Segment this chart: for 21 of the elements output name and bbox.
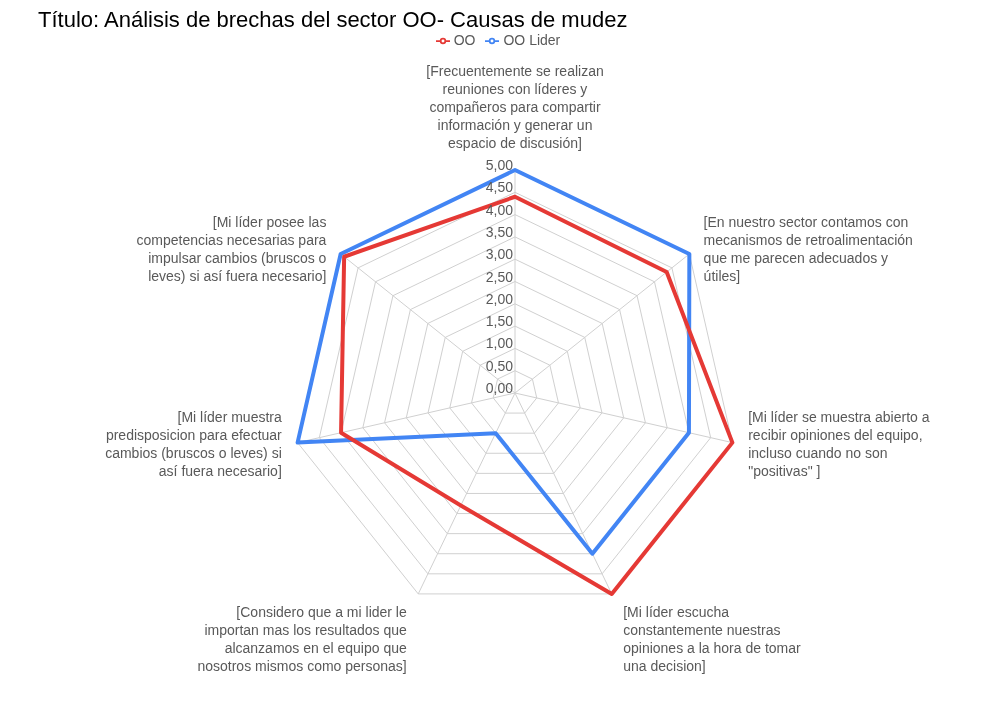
spoke-label: [En nuestro sector contamos con mecanismos de retroalimentación que me parecen adecuados y útiles] bbox=[703, 213, 913, 284]
y-tick-label: 0,00 bbox=[485, 380, 514, 396]
y-tick-label: 3,00 bbox=[485, 246, 514, 263]
y-tick-label: 0,50 bbox=[485, 357, 514, 374]
legend-label: OO Lider bbox=[503, 32, 561, 48]
spoke-label: [Mi líder muestra predisposicion para efectuar cambios (bruscos o leves) si así fuera necesario] bbox=[105, 409, 283, 480]
y-tick-label: 1,00 bbox=[485, 335, 514, 352]
y-tick-label: 3,50 bbox=[485, 223, 514, 240]
spoke-label: [Mi líder se muestra abierto a recibir opiniones del equipo, incluso cuando no son "positivas" ] bbox=[748, 409, 930, 480]
spoke-label: [Mi líder escucha constantemente nuestras opiniones a la hora de tomar una decision] bbox=[623, 604, 802, 675]
spoke-label: [Frecuentemente se realizan reuniones con líderes y compañeros para compartir información y generar un espacio de discusión] bbox=[426, 63, 604, 151]
y-tick-label: 4,50 bbox=[485, 179, 514, 196]
spoke-label: [Considero que a mi lider le importan mas los resultados que alcanzamos en el equipo que nosotros mismos como personas] bbox=[197, 604, 407, 675]
y-tick-label: 4,00 bbox=[485, 201, 514, 218]
y-tick-label: 5,00 bbox=[485, 157, 514, 173]
legend-label: OO bbox=[453, 32, 476, 48]
y-tick-label: 2,00 bbox=[485, 290, 514, 307]
y-tick-label: 1,50 bbox=[485, 313, 514, 330]
y-tick-label: 2,50 bbox=[485, 268, 514, 285]
spoke-label: [Mi líder posee las competencias necesarias para impulsar cambios (bruscos o leves) si así fuera necesario] bbox=[136, 213, 327, 284]
chart-title: Título: Análisis de brechas del sector OO- Causas de mudez bbox=[38, 7, 628, 32]
